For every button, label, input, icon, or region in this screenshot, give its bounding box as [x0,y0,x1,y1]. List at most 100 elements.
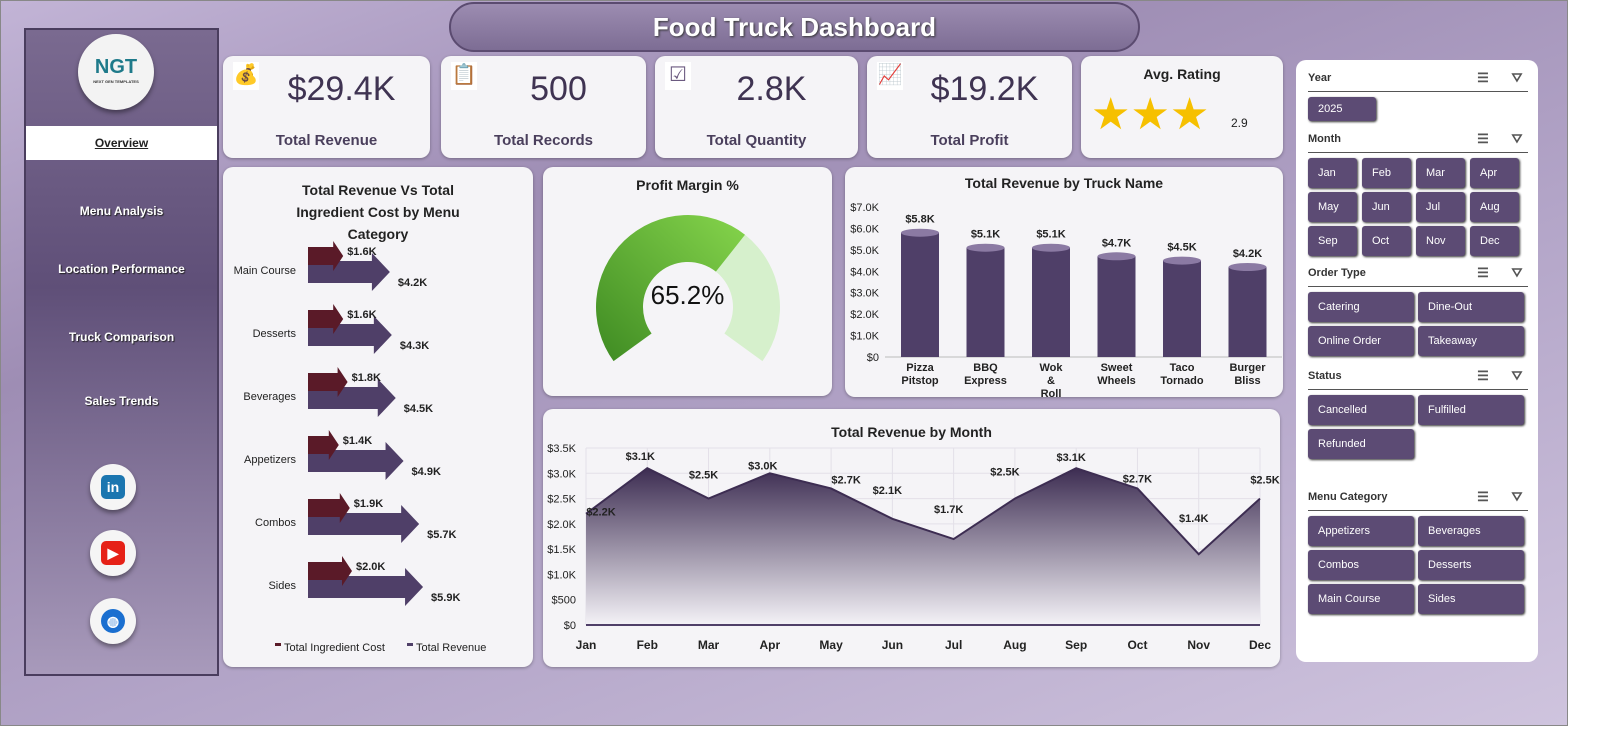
slicer-item[interactable]: Nov [1416,226,1465,256]
slicer-item[interactable]: Apr [1470,158,1519,188]
kpi-label: Total Records [494,132,593,149]
y-tick-label: $4.0K [850,266,879,278]
x-tick-label: Nov [1187,638,1210,652]
y-tick-label: $2.0K [850,309,879,321]
nav-sales-trends[interactable]: Sales Trends [84,394,159,408]
nav-menu-analysis[interactable]: Menu Analysis [79,204,164,218]
truck-bar [1163,260,1201,357]
y-tick-label: $1.5K [547,544,576,556]
data-label: $2.5K [1250,475,1279,487]
clear-filter-icon[interactable]: ⛛ [1511,368,1523,383]
truck-bar [1097,256,1136,357]
data-label: $1.7K [934,504,963,516]
chart-title: Total Revenue by Month [831,424,992,440]
data-label: $3.1K [1057,452,1086,464]
slicer-title: Year [1308,72,1332,84]
area-chart: $0 $500 $1.0K $1.5K $2.0K $2.5K $3.0K $3.5K Jan F… [547,443,1279,652]
slicer-header: Order Type ☰ ⛛ [1308,265,1528,287]
slicer-item[interactable]: Mar [1416,158,1465,188]
bar-label: $5.8K [905,214,934,226]
slicer-item[interactable]: Catering [1308,292,1414,322]
slicer-item[interactable]: Jun [1362,192,1411,222]
profit-margin-chart: Profit Margin % 65.2% [543,167,832,396]
data-label: $2.5K [689,470,718,482]
slicer-item[interactable]: Oct [1362,226,1411,256]
legend-revenue: Total Revenue [416,642,486,654]
slicer-item[interactable]: Aug [1470,192,1519,222]
slicer-item[interactable]: Feb [1362,158,1411,188]
slicer-item[interactable]: Appetizers [1308,516,1414,546]
checklist-icon: ☑ [665,62,691,90]
slicer-item[interactable]: Sides [1418,584,1524,614]
multi-select-icon[interactable]: ☰ [1477,70,1489,85]
slicer-item[interactable]: Takeaway [1418,326,1524,356]
slicer-title: Order Type [1308,267,1366,279]
slicer-item[interactable]: Sep [1308,226,1357,256]
revenue-label: $5.7K [427,529,456,541]
x-tick-label: Jul [945,638,962,652]
slicer-header: Menu Category ☰ ⛛ [1308,489,1528,511]
slicer-header: Status ☰ ⛛ [1308,368,1528,390]
multi-select-icon[interactable]: ☰ [1477,489,1489,504]
linkedin-button[interactable]: in [90,464,136,510]
category-label: Desserts [253,328,297,340]
clipboard-icon: 📋 [451,62,477,90]
slicer-item[interactable]: Dec [1470,226,1519,256]
slicer-item[interactable]: Combos [1308,550,1414,580]
logo: NGT NEXT GEN TEMPLATES [78,34,154,110]
rating-value: 2.9 [1231,116,1248,130]
growth-hand-icon: 📈 [877,62,903,90]
slicer-item[interactable]: Jul [1416,192,1465,222]
x-tick-label: Oct [1127,638,1147,652]
data-label: $2.5K [990,467,1019,479]
multi-select-icon[interactable]: ☰ [1477,368,1489,383]
star-icon: ★ [1169,90,1210,139]
arrow-bar-chart: Main Course $1.6K $4.2K Desserts $1.6K $4.3K B… [234,241,486,654]
kpi-total-revenue: 💰 $29.4K Total Revenue [223,56,430,158]
slicer-item[interactable]: Cancelled [1308,395,1414,425]
slicer-item[interactable]: Refunded [1308,429,1414,459]
bar-label: $4.2K [1233,248,1262,260]
slicer-item[interactable]: Fulfilled [1418,395,1524,425]
bar-label: $5.1K [971,229,1000,241]
clear-filter-icon[interactable]: ⛛ [1511,131,1523,146]
multi-select-icon[interactable]: ☰ [1477,131,1489,146]
slicer-header: Year ☰ ⛛ [1308,70,1528,92]
revenue-by-month-chart: Total Revenue by Month $0 $500 $1.0K $1.5K $… [543,409,1280,667]
clear-filter-icon[interactable]: ⛛ [1511,265,1523,280]
x-tick-label: Wok & Roll [1039,362,1063,397]
slicer-item[interactable]: May [1308,192,1357,222]
x-tick-label: Jun [882,638,903,652]
category-label: Combos [255,517,296,529]
clear-filter-icon[interactable]: ⛛ [1511,489,1523,504]
multi-select-icon[interactable]: ☰ [1477,265,1489,280]
slicer-header: Month ☰ ⛛ [1308,131,1528,153]
youtube-button[interactable]: ▶ [90,530,136,576]
kpi-value: $19.2K [930,70,1039,108]
kpi-avg-rating: Avg. Rating ★★★ 2.9 [1081,56,1283,158]
x-tick-label: Mar [698,638,720,652]
nav-overview[interactable]: Overview [26,126,217,160]
category-label: Sides [268,580,296,592]
slicer-item[interactable]: Jan [1308,158,1357,188]
slicer-item[interactable]: Desserts [1418,550,1524,580]
slicer-item[interactable]: Beverages [1418,516,1524,546]
chart-title: Total Revenue Vs Total Ingredient Cost b… [296,182,460,242]
slicer-item[interactable]: 2025 [1308,97,1376,121]
website-button[interactable]: ◍ [90,598,136,644]
slicer-item[interactable]: Dine-Out [1418,292,1524,322]
data-label: $2.7K [1123,473,1152,485]
gauge-fill [596,214,746,362]
linkedin-icon: in [101,475,125,499]
slicer-item[interactable]: Online Order [1308,326,1414,356]
area-fill [586,468,1260,625]
star-icon: ★ [1130,90,1170,139]
x-tick-label: Apr [759,638,780,652]
nav-truck-comparison[interactable]: Truck Comparison [68,330,175,344]
nav-location-performance[interactable]: Location Performance [58,262,185,276]
clear-filter-icon[interactable]: ⛛ [1511,70,1523,85]
kpi-value: $29.4K [287,70,396,108]
slicer-item[interactable]: Main Course [1308,584,1414,614]
data-label: $2.1K [873,485,902,497]
bar-cap [1228,263,1267,271]
